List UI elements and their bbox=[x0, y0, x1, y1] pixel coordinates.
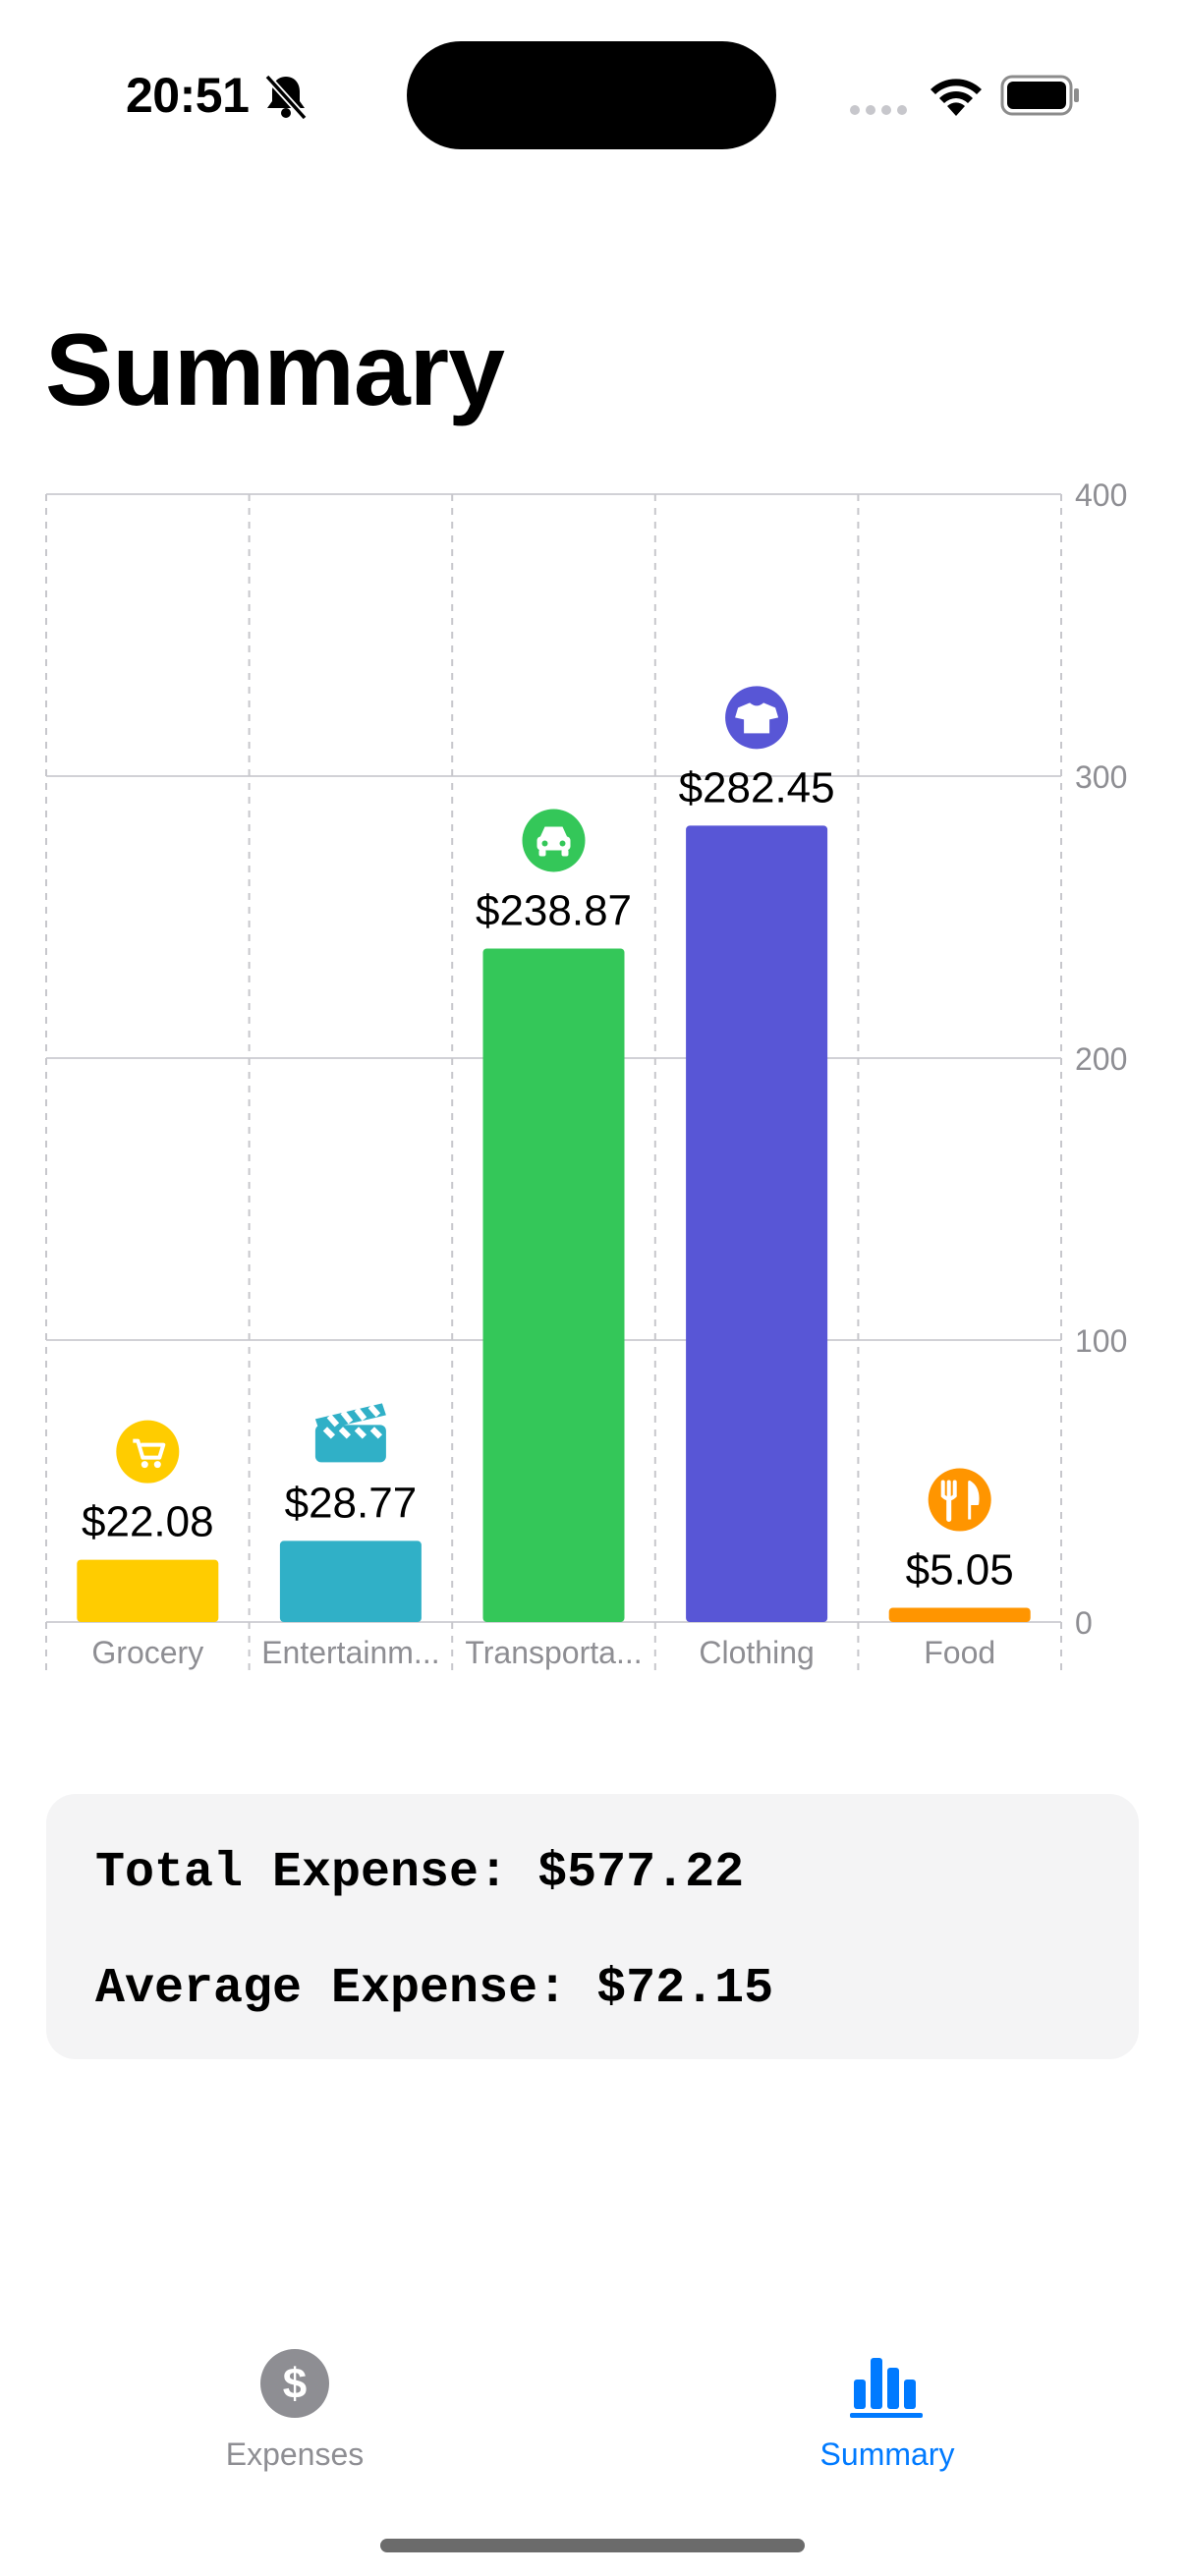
bar bbox=[686, 825, 827, 1622]
y-tick-label: 200 bbox=[1075, 1041, 1127, 1077]
cart-icon bbox=[116, 1421, 179, 1484]
home-indicator bbox=[380, 2539, 805, 2552]
stats-card: Total Expense: $577.22 Average Expense: … bbox=[46, 1794, 1139, 2059]
tshirt-icon bbox=[725, 686, 788, 749]
tab-summary[interactable]: Summary bbox=[740, 2348, 1035, 2473]
average-expense-text: Average Expense: $72.15 bbox=[95, 1961, 773, 2017]
y-tick-label: 400 bbox=[1075, 477, 1127, 513]
car-icon bbox=[523, 809, 586, 871]
bar-value-label: $22.08 bbox=[82, 1498, 214, 1546]
expense-bar-chart: 0 100 200 300 400 $22.08 Grocery $28.77 Entertai… bbox=[0, 472, 1185, 1690]
tab-expenses[interactable]: $ Expenses bbox=[147, 2348, 442, 2473]
fork-knife-icon bbox=[929, 1469, 991, 1532]
x-category-label: Food bbox=[924, 1635, 995, 1670]
bar-value-label: $5.05 bbox=[906, 1546, 1014, 1595]
x-category-label: Clothing bbox=[699, 1635, 814, 1670]
page-title: Summary bbox=[45, 312, 504, 429]
total-expense-text: Total Expense: $577.22 bbox=[95, 1845, 744, 1901]
bar-value-label: $28.77 bbox=[285, 1479, 418, 1527]
bell-slash-icon bbox=[263, 73, 309, 120]
bar bbox=[483, 948, 625, 1622]
x-category-label: Transporta... bbox=[465, 1635, 642, 1670]
dollar-circle-icon: $ bbox=[259, 2348, 330, 2419]
bar-value-label: $282.45 bbox=[679, 763, 835, 812]
bar-value-label: $238.87 bbox=[476, 886, 632, 934]
bar-chart-icon bbox=[848, 2348, 927, 2419]
x-category-label: Entertainm... bbox=[261, 1635, 439, 1670]
wifi-icon bbox=[928, 73, 985, 116]
bar bbox=[280, 1540, 422, 1622]
y-tick-label: 100 bbox=[1075, 1323, 1127, 1359]
bar bbox=[77, 1560, 218, 1622]
bar bbox=[889, 1608, 1031, 1622]
cellular-dots-icon bbox=[849, 104, 908, 116]
y-tick-label: 0 bbox=[1075, 1605, 1093, 1641]
status-time: 20:51 bbox=[126, 67, 249, 124]
y-tick-label: 300 bbox=[1075, 759, 1127, 795]
svg-text:$: $ bbox=[283, 2360, 307, 2408]
tab-summary-label: Summary bbox=[740, 2436, 1035, 2473]
clapperboard-icon bbox=[315, 1403, 386, 1462]
dynamic-island bbox=[407, 41, 776, 149]
tab-expenses-label: Expenses bbox=[147, 2436, 442, 2473]
x-category-label: Grocery bbox=[91, 1635, 203, 1670]
battery-icon bbox=[1000, 75, 1081, 116]
